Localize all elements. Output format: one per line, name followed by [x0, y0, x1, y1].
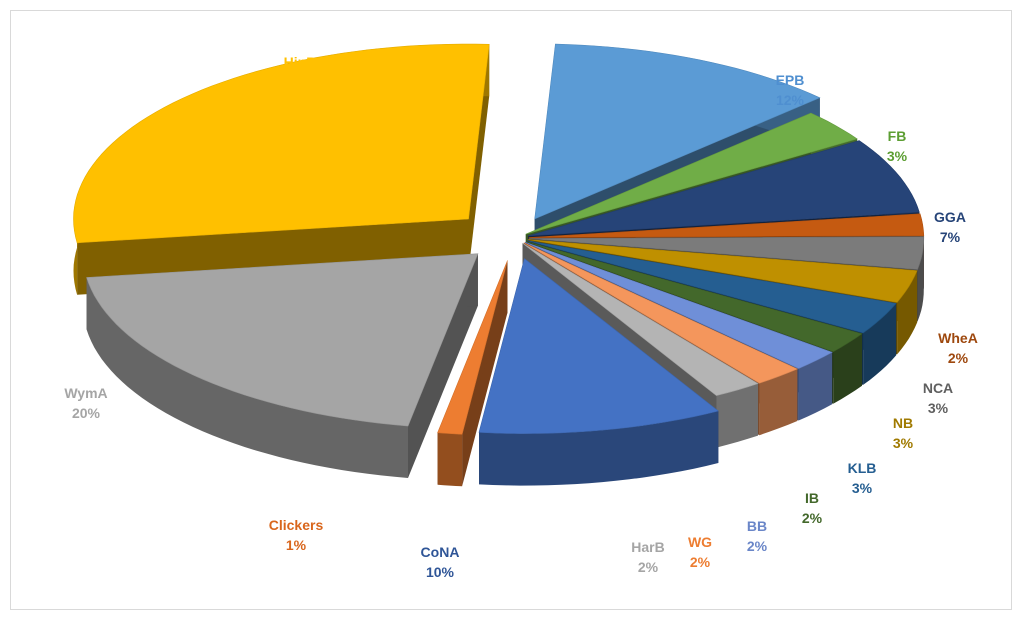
- label-pct-cona: 10%: [426, 564, 455, 580]
- label-name-nca: NCA: [923, 380, 953, 396]
- slice-nb: [528, 239, 918, 303]
- label-pct-clickers: 1%: [286, 537, 307, 553]
- slice-side-nca: [917, 236, 924, 322]
- label-name-gga: GGA: [934, 209, 966, 225]
- slice-wg: [523, 242, 799, 384]
- label-pct-hinb: 28%: [286, 74, 315, 90]
- slice-gga: [527, 140, 920, 237]
- label-name-cona: CoNA: [421, 544, 460, 560]
- slice-clickers: [437, 260, 508, 435]
- label-pct-wyma: 20%: [72, 405, 101, 421]
- slice-side-klb: [863, 303, 897, 385]
- label-pct-klb: 3%: [852, 480, 873, 496]
- label-name-bb: BB: [747, 518, 767, 534]
- slice-klb: [527, 240, 897, 334]
- slice-nca: [528, 236, 925, 270]
- label-name-wyma: WymA: [64, 385, 107, 401]
- label-pct-fb: 3%: [887, 148, 908, 164]
- slice-side-wyma: [86, 277, 408, 478]
- slice-side-harb: [716, 383, 758, 448]
- slice-harb: [522, 242, 759, 396]
- label-name-harb: HarB: [631, 539, 664, 555]
- slice-side-ib: [833, 333, 862, 404]
- pie-labels-layer: EPB 12% FB 3% GGA 7% WheA 2% NCA 3% NB 3% KLB 3% IB 2% B…: [64, 54, 977, 580]
- label-pct-whea: 2%: [948, 350, 969, 366]
- label-pct-gga: 7%: [940, 229, 961, 245]
- slice-ib: [526, 241, 863, 353]
- label-pct-harb: 2%: [638, 559, 659, 575]
- label-pct-nca: 3%: [928, 400, 949, 416]
- slice-hinb: [73, 43, 490, 244]
- slice-whea: [528, 213, 925, 238]
- slice-epb: [534, 43, 821, 220]
- label-name-clickers: Clickers: [269, 517, 324, 533]
- slice-side-clickers: [437, 432, 463, 487]
- label-name-fb: FB: [888, 128, 907, 144]
- label-name-hinb: HinB: [284, 54, 317, 70]
- label-name-nb: NB: [893, 415, 913, 431]
- slice-bb: [525, 241, 833, 369]
- slice-side-nb: [897, 270, 918, 355]
- label-name-whea: WheA: [938, 330, 978, 346]
- label-pct-ib: 2%: [802, 510, 823, 526]
- slice-side-wg: [759, 369, 798, 436]
- label-pct-bb: 2%: [747, 538, 768, 554]
- label-name-ib: IB: [805, 490, 819, 506]
- slice-side-cona: [479, 411, 719, 486]
- label-pct-epb: 12%: [776, 92, 805, 108]
- slice-fb: [525, 112, 858, 235]
- slice-side-bb: [798, 352, 833, 421]
- label-name-wg: WG: [688, 534, 712, 550]
- pie-top-layer: [73, 43, 925, 435]
- label-pct-nb: 3%: [893, 435, 914, 451]
- slice-wall-hinb-1: [468, 44, 490, 271]
- label-pct-wg: 2%: [690, 554, 711, 570]
- label-name-klb: KLB: [848, 460, 877, 476]
- label-name-epb: EPB: [776, 72, 805, 88]
- slice-wyma: [86, 253, 479, 427]
- slice-wall-wyma-0: [408, 253, 478, 478]
- slice-cona: [478, 258, 719, 434]
